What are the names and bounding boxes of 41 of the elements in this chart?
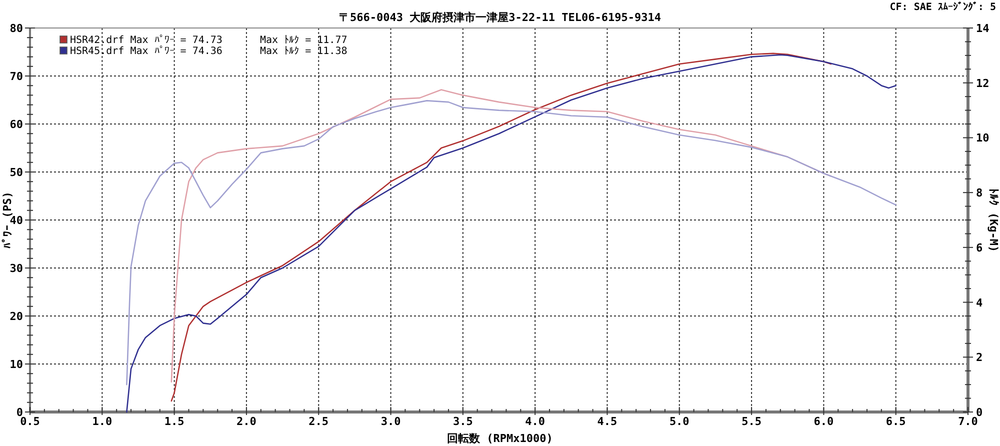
legend-label: HSR42.drf Max ﾊﾟﾜｰ = 74.73 — [70, 35, 222, 46]
x-axis-title: 回転数 (RPMx1000) — [447, 432, 553, 445]
line-series — [126, 100, 896, 386]
y-tick-label: 20 — [10, 310, 23, 323]
x-tick-label: 2.5 — [308, 415, 329, 428]
y2-tick-label: 2 — [976, 351, 983, 364]
x-tick-label: 6.5 — [886, 415, 906, 428]
x-tick-label: 5.5 — [742, 415, 762, 428]
x-tick-label: 0.5 — [20, 415, 40, 428]
annotation: Max ﾄﾙｸ = 11.77 — [260, 35, 348, 46]
x-tick-label: 2.0 — [236, 415, 256, 428]
line-series — [126, 54, 896, 413]
x-tick-label: 1.0 — [92, 415, 112, 428]
y2-tick-label: 8 — [976, 186, 983, 200]
y2-tick-label: 0 — [976, 406, 983, 419]
y2-tick-label: 14 — [976, 22, 990, 35]
y-tick-label: 10 — [10, 358, 23, 371]
y2-tick-label: 4 — [976, 296, 983, 310]
x-tick-label: 4.0 — [525, 415, 546, 428]
y-tick-label: 50 — [10, 166, 23, 179]
y-tick-label: 40 — [10, 214, 23, 227]
text: CF: SAE ｽﾑｰｼﾞﾝｸﾞ: 5 — [890, 1, 996, 13]
annotation: Max ﾄﾙｸ = 11.38 — [260, 46, 348, 57]
x-tick-label: 6.0 — [814, 415, 834, 428]
x-tick-label: 3.0 — [380, 415, 401, 428]
x-tick-label: 4.5 — [597, 415, 618, 428]
legend-label: HSR45.drf Max ﾊﾟﾜｰ = 74.36 — [70, 46, 222, 57]
y-tick-label: 80 — [10, 22, 23, 35]
x-tick-label: 5.0 — [669, 415, 690, 428]
y-tick-label: 30 — [10, 262, 23, 275]
x-tick-label: 1.5 — [164, 415, 184, 428]
y2-axis-title: ﾄﾙｸ (Kg-M) — [987, 188, 1000, 252]
y2-tick-label: 10 — [976, 132, 990, 145]
x-tick-label: 3.5 — [452, 415, 473, 428]
y-tick-label: 70 — [10, 70, 23, 83]
chart-subtitle: 〒566-0043 大阪府摂津市一津屋3-22-11 TEL06-6195-9314 — [339, 11, 662, 24]
x-tick-label: 7.0 — [958, 415, 978, 428]
y-tick-label: 60 — [10, 118, 23, 131]
y2-tick-label: 12 — [976, 76, 990, 90]
line-series — [170, 52, 832, 402]
y2-tick-label: 6 — [976, 241, 983, 254]
